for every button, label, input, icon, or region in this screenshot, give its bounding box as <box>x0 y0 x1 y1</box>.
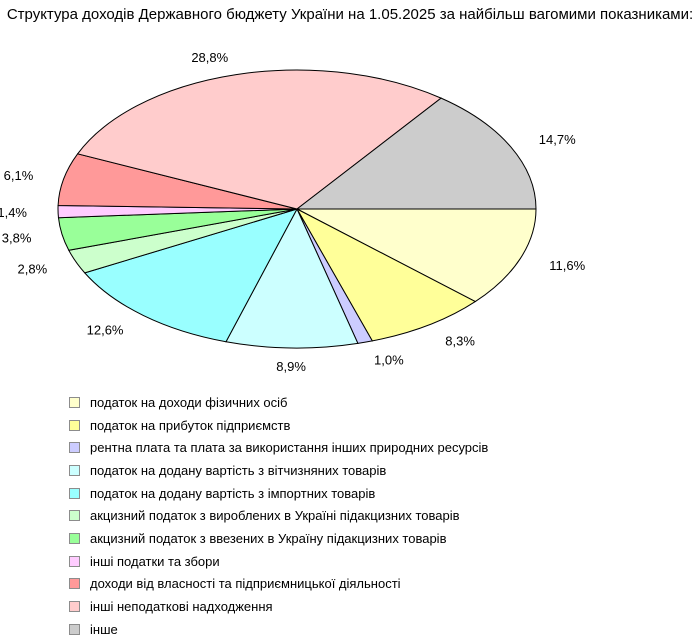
slice-label-9: 28,8% <box>191 50 228 65</box>
legend-swatch <box>69 623 80 635</box>
slice-label-0: 11,6% <box>549 258 585 273</box>
legend-swatch <box>69 555 80 567</box>
legend-label: інші податки та збори <box>90 553 220 569</box>
pie-slice-9 <box>76 69 443 210</box>
legend-label: податок на додану вартість з імпортних т… <box>90 485 376 501</box>
slice-label-3: 8,9% <box>276 359 306 374</box>
legend-label: податок на додану вартість з вітчизняних… <box>90 462 387 478</box>
legend-label: інші неподаткові надходження <box>90 599 273 615</box>
legend-swatch <box>69 510 80 522</box>
slice-label-2: 1,0% <box>374 353 404 368</box>
slice-label-7: 1,4% <box>0 205 27 220</box>
legend-item: доходи від власності та підприємницької … <box>69 573 488 596</box>
legend-label: інше <box>90 621 118 637</box>
legend-label: акцизний податок з вироблених в Україні … <box>90 508 460 524</box>
legend-label: податок на прибуток підприємств <box>90 417 291 433</box>
legend-label: акцизний податок з ввезених в Україну пі… <box>90 530 447 546</box>
legend-item: акцизний податок з вироблених в Україні … <box>69 504 488 527</box>
legend-item: податок на додану вартість з вітчизняних… <box>69 459 488 482</box>
legend-label: рентна плата та плата за використання ін… <box>90 440 489 456</box>
pie-slice-4 <box>83 208 299 343</box>
slice-label-5: 2,8% <box>18 262 48 277</box>
slice-label-1: 8,3% <box>445 333 475 348</box>
pie-slice-10 <box>295 97 537 210</box>
legend-item: рентна плата та плата за використання ін… <box>69 436 488 459</box>
legend-item: інше <box>69 618 488 641</box>
legend-label: податок на доходи фізичних осіб <box>90 394 288 410</box>
legend-item: інші податки та збори <box>69 550 488 573</box>
slice-label-4: 12,6% <box>87 322 124 337</box>
legend-swatch <box>69 464 80 476</box>
legend-label: доходи від власності та підприємницької … <box>90 576 401 592</box>
legend-swatch <box>69 532 80 544</box>
pie-slice-1 <box>295 207 477 342</box>
chart-title: Структура доходів Державного бюджету Укр… <box>6 6 694 23</box>
legend-swatch <box>69 442 80 454</box>
pie-slice-0 <box>296 208 537 303</box>
legend-item: податок на доходи фізичних осіб <box>69 391 488 414</box>
legend-swatch <box>69 578 80 590</box>
pie-chart: 11,6% 8,3% 1,0% 8,9% 12,6% 2,8% 3,8% 1,4% 6,1% 28… <box>0 50 586 374</box>
legend-swatch <box>69 601 80 613</box>
legend: податок на доходи фізичних осіб податок н… <box>69 391 488 641</box>
slice-label-10: 14,7% <box>539 132 576 147</box>
legend-item: податок на додану вартість з імпортних т… <box>69 482 488 505</box>
legend-swatch <box>69 419 80 431</box>
legend-swatch <box>69 396 80 408</box>
slice-label-8: 6,1% <box>4 168 34 183</box>
slice-label-6: 3,8% <box>2 231 32 246</box>
pie-slice-3 <box>225 207 359 349</box>
legend-item: акцизний податок з ввезених в Україну пі… <box>69 527 488 550</box>
legend-item: інші неподаткові надходження <box>69 595 488 618</box>
legend-swatch <box>69 487 80 499</box>
legend-item: податок на прибуток підприємств <box>69 414 488 437</box>
